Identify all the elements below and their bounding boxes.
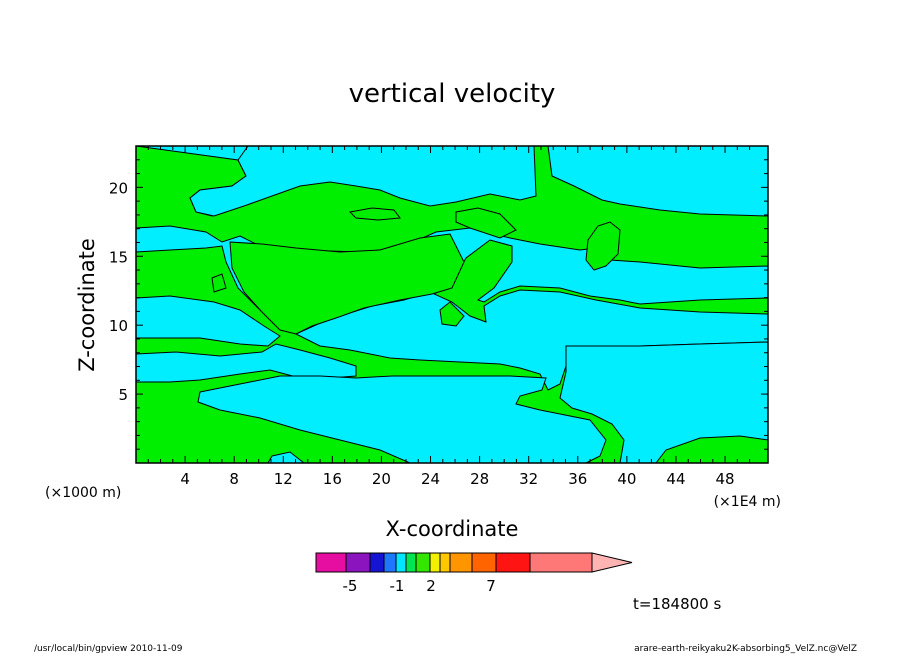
chart-title: vertical velocity bbox=[349, 79, 556, 109]
negative-velocity-regions bbox=[136, 146, 768, 463]
colorbar-swatch bbox=[315, 552, 347, 573]
colorbar-swatch bbox=[383, 552, 397, 573]
y-tick-label: 5 bbox=[118, 386, 128, 404]
y-tick-label: 15 bbox=[109, 248, 128, 266]
footer-left: /usr/local/bin/gpview 2010-11-09 bbox=[34, 644, 183, 654]
footer-right: arare-earth-reikyaku2K-absorbing5_VelZ.n… bbox=[634, 644, 857, 654]
x-axis-title: X-coordinate bbox=[386, 517, 519, 541]
time-annotation: t=184800 s bbox=[633, 595, 721, 613]
positive-region bbox=[211, 273, 227, 293]
plot-frame bbox=[135, 145, 769, 464]
x-tick-label: 36 bbox=[568, 470, 587, 488]
x-tick-label: 24 bbox=[421, 470, 440, 488]
positive-region bbox=[455, 207, 517, 239]
plot-area bbox=[136, 146, 768, 463]
colorbar-swatch bbox=[345, 552, 371, 573]
negative-region bbox=[267, 451, 305, 463]
positive-region bbox=[585, 221, 621, 271]
x-tick-label: 44 bbox=[666, 470, 685, 488]
colorbar-swatch bbox=[529, 552, 593, 573]
colorbar-labels: -5 -1 2 7 bbox=[343, 577, 496, 595]
colorbar-label: -5 bbox=[343, 577, 358, 595]
negative-region bbox=[136, 295, 281, 347]
colorbar-swatch bbox=[471, 552, 497, 573]
y-tick-label: 20 bbox=[109, 179, 128, 197]
colorbar bbox=[315, 552, 633, 573]
positive-region bbox=[229, 233, 465, 335]
colorbar-swatch bbox=[495, 552, 531, 573]
x-unit-right: (×1E4 m) bbox=[714, 494, 781, 510]
colorbar-swatch bbox=[369, 552, 385, 573]
x-tick-label: 16 bbox=[323, 470, 342, 488]
colorbar-swatch bbox=[415, 552, 431, 573]
y-axis-ticks: 5 10 15 20 bbox=[109, 159, 768, 450]
negative-region bbox=[559, 341, 768, 463]
y-axis-title: Z-coordinate bbox=[75, 238, 99, 372]
x-tick-label: 48 bbox=[716, 470, 735, 488]
colorbar-swatch bbox=[429, 552, 441, 573]
x-axis-ticks: 4 8 12 16 20 24 28 32 36 40 44 48 bbox=[147, 146, 751, 488]
colorbar-label: 2 bbox=[426, 577, 436, 595]
colorbar-swatch bbox=[449, 552, 473, 573]
colorbar-label: -1 bbox=[390, 577, 405, 595]
x-tick-label: 12 bbox=[274, 470, 293, 488]
x-tick-label: 40 bbox=[617, 470, 636, 488]
x-tick-label: 28 bbox=[470, 470, 489, 488]
x-unit-left: (×1000 m) bbox=[45, 485, 121, 501]
colorbar-swatch bbox=[439, 552, 451, 573]
x-tick-label: 32 bbox=[519, 470, 538, 488]
colorbar-arrow bbox=[591, 552, 633, 573]
negative-region bbox=[136, 343, 357, 383]
positive-region bbox=[348, 207, 401, 221]
colorbar-swatch bbox=[405, 552, 417, 573]
negative-region bbox=[197, 375, 607, 463]
x-tick-label: 4 bbox=[180, 470, 190, 488]
colorbar-label: 7 bbox=[486, 577, 496, 595]
positive-region bbox=[439, 301, 465, 327]
negative-region bbox=[136, 146, 768, 217]
colorbar-swatch bbox=[395, 552, 407, 573]
negative-region bbox=[294, 289, 768, 391]
x-tick-label: 8 bbox=[229, 470, 239, 488]
x-tick-label: 20 bbox=[372, 470, 391, 488]
y-tick-label: 10 bbox=[109, 317, 128, 335]
